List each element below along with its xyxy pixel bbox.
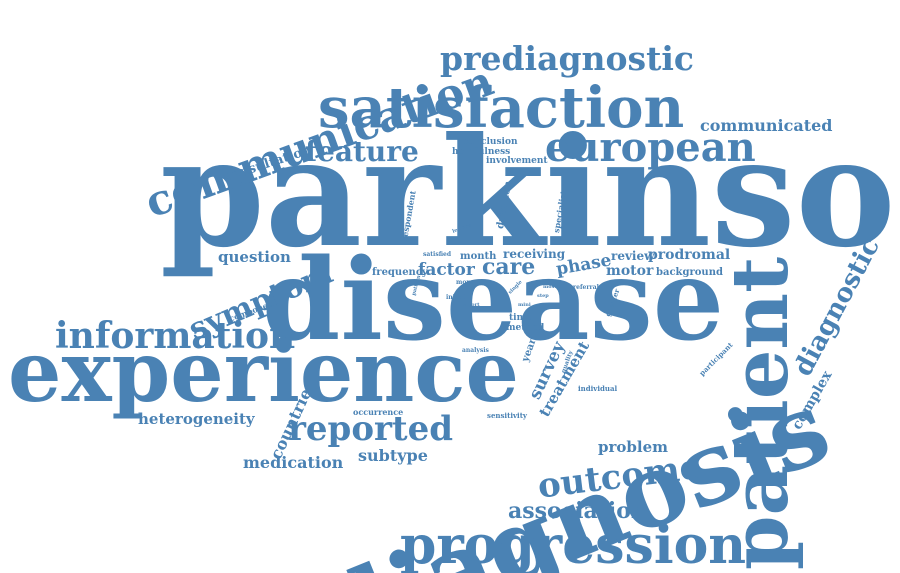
word-prodromal: prodromal [648, 247, 731, 263]
word-subtype: subtype [358, 446, 428, 465]
word-individual: individual [578, 384, 618, 393]
word-review: review [611, 249, 655, 263]
word-heterogeneity: heterogeneity [138, 410, 255, 428]
word-most: most [543, 284, 557, 290]
word-care: care [482, 254, 536, 280]
word-factor: factor [418, 260, 475, 280]
word-medication: medication [243, 453, 344, 472]
word-receiving: receiving [503, 247, 566, 261]
word-information: information [55, 315, 296, 357]
word-prediagnostic: prediagnostic [440, 39, 694, 78]
word-occurrence: occurrence [353, 407, 404, 417]
word-time: time [509, 313, 532, 323]
word-referral: referral [573, 284, 599, 291]
word-more: more [456, 279, 474, 286]
word-satisfaction: satisfaction [318, 75, 685, 141]
word-sensitivity: sensitivity [487, 411, 528, 420]
word-experience: experience [8, 322, 519, 421]
word-method: method [506, 323, 545, 333]
word-satisfied: satisfied [423, 251, 452, 258]
word-involvement: involvement [486, 156, 548, 166]
word-background: background [656, 267, 723, 278]
word-feature: feature [305, 135, 419, 168]
word-progression: progression [400, 515, 747, 573]
word-analysis: analysis [462, 347, 489, 354]
word-motor: motor [606, 263, 654, 279]
word-report: report [462, 302, 480, 308]
word-question: question [218, 248, 291, 266]
word-step: step [537, 293, 549, 299]
word-frequency: frequency [372, 267, 428, 278]
word-disease: disease [262, 235, 725, 366]
word-problem: problem [598, 438, 668, 456]
word-reported: reported [288, 409, 454, 449]
word-european: european [545, 124, 756, 171]
word-communicated: communicated [700, 116, 833, 135]
word-association: association [508, 498, 647, 524]
word-conclusion: conclusion [463, 137, 518, 147]
word-parkinson: parkinson [160, 105, 900, 281]
word-helpfulness: helpfulness [452, 147, 511, 157]
word-initial: initial [446, 294, 467, 301]
word-month: month [460, 251, 497, 262]
word-mini: mini [518, 302, 531, 308]
